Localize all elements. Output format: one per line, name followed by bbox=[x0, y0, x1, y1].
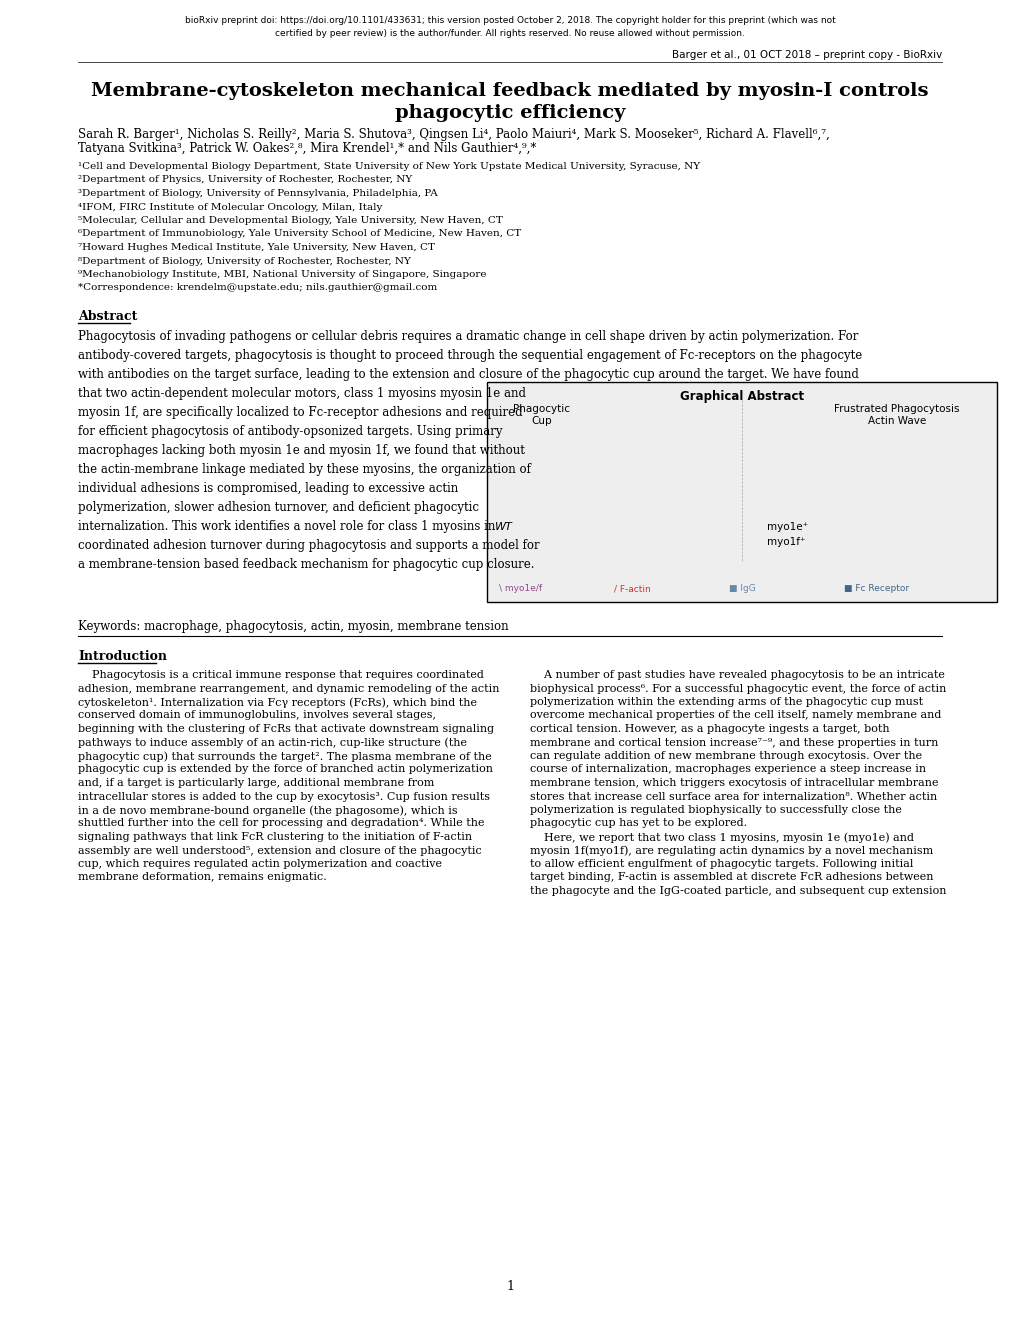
Text: internalization. This work identifies a novel role for class 1 myosins in: internalization. This work identifies a … bbox=[77, 520, 495, 533]
Text: 1: 1 bbox=[505, 1280, 514, 1294]
Text: *Correspondence: krendelm@upstate.edu; nils.gauthier@gmail.com: *Correspondence: krendelm@upstate.edu; n… bbox=[77, 284, 437, 293]
Text: cup, which requires regulated actin polymerization and coactive: cup, which requires regulated actin poly… bbox=[77, 859, 441, 869]
Text: macrophages lacking both myosin 1e and myosin 1f, we found that without: macrophages lacking both myosin 1e and m… bbox=[77, 444, 525, 457]
Text: Membrane-cytoskeleton mechanical feedback mediated by myosin-I controls: Membrane-cytoskeleton mechanical feedbac… bbox=[91, 82, 928, 100]
Text: for efficient phagocytosis of antibody-opsonized targets. Using primary: for efficient phagocytosis of antibody-o… bbox=[77, 425, 502, 438]
Text: assembly are well understood⁵, extension and closure of the phagocytic: assembly are well understood⁵, extension… bbox=[77, 846, 481, 855]
Text: Tatyana Svitkina³, Patrick W. Oakes²,⁸, Mira Krendel¹,* and Nils Gauthier⁴,⁹,*: Tatyana Svitkina³, Patrick W. Oakes²,⁸, … bbox=[77, 143, 536, 154]
Text: polymerization within the extending arms of the phagocytic cup must: polymerization within the extending arms… bbox=[530, 697, 922, 708]
Text: shuttled further into the cell for processing and degradation⁴. While the: shuttled further into the cell for proce… bbox=[77, 818, 484, 829]
Text: Phagocytosis is a critical immune response that requires coordinated: Phagocytosis is a critical immune respon… bbox=[77, 671, 483, 680]
Text: Here, we report that two class 1 myosins, myosin 1e (myo1e) and: Here, we report that two class 1 myosins… bbox=[530, 832, 913, 842]
Text: antibody-covered targets, phagocytosis is thought to proceed through the sequent: antibody-covered targets, phagocytosis i… bbox=[77, 348, 861, 362]
Text: cortical tension. However, as a phagocyte ingests a target, both: cortical tension. However, as a phagocyt… bbox=[530, 723, 889, 734]
Text: Sarah R. Barger¹, Nicholas S. Reilly², Maria S. Shutova³, Qingsen Li⁴, Paolo Mai: Sarah R. Barger¹, Nicholas S. Reilly², M… bbox=[77, 128, 828, 141]
Text: biophysical process⁶. For a successful phagocytic event, the force of actin: biophysical process⁶. For a successful p… bbox=[530, 684, 946, 693]
Text: beginning with the clustering of FcRs that activate downstream signaling: beginning with the clustering of FcRs th… bbox=[77, 723, 493, 734]
Text: Barger et al., 01 OCT 2018 – preprint copy - BioRxiv: Barger et al., 01 OCT 2018 – preprint co… bbox=[672, 50, 942, 59]
Text: the phagocyte and the IgG-coated particle, and subsequent cup extension: the phagocyte and the IgG-coated particl… bbox=[530, 886, 946, 896]
Text: ³Department of Biology, University of Pennsylvania, Philadelphia, PA: ³Department of Biology, University of Pe… bbox=[77, 189, 437, 198]
Text: membrane tension, which triggers exocytosis of intracellular membrane: membrane tension, which triggers exocyto… bbox=[530, 777, 937, 788]
Text: membrane deformation, remains enigmatic.: membrane deformation, remains enigmatic. bbox=[77, 873, 326, 883]
Text: Keywords: macrophage, phagocytosis, actin, myosin, membrane tension: Keywords: macrophage, phagocytosis, acti… bbox=[77, 620, 508, 634]
Text: myosin 1f, are specifically localized to Fc-receptor adhesions and required: myosin 1f, are specifically localized to… bbox=[77, 407, 522, 418]
Text: ■ IgG: ■ IgG bbox=[729, 583, 755, 593]
Text: ⁶Department of Immunobiology, Yale University School of Medicine, New Haven, CT: ⁶Department of Immunobiology, Yale Unive… bbox=[77, 230, 521, 239]
Text: Phagocytic
Cup: Phagocytic Cup bbox=[513, 404, 570, 426]
Text: membrane and cortical tension increase⁷⁻⁹, and these properties in turn: membrane and cortical tension increase⁷⁻… bbox=[530, 738, 937, 747]
Text: phagocytic cup is extended by the force of branched actin polymerization: phagocytic cup is extended by the force … bbox=[77, 764, 492, 775]
Text: / F-actin: / F-actin bbox=[613, 583, 650, 593]
Bar bbox=[486, 381, 996, 602]
Text: \ myo1e/f: \ myo1e/f bbox=[498, 583, 541, 593]
Text: individual adhesions is compromised, leading to excessive actin: individual adhesions is compromised, lea… bbox=[77, 482, 458, 495]
Text: phagocytic cup) that surrounds the target². The plasma membrane of the: phagocytic cup) that surrounds the targe… bbox=[77, 751, 491, 762]
Text: target binding, F-actin is assembled at discrete FcR adhesions between: target binding, F-actin is assembled at … bbox=[530, 873, 932, 883]
Text: Abstract: Abstract bbox=[77, 310, 138, 323]
Text: ■ Fc Receptor: ■ Fc Receptor bbox=[843, 583, 908, 593]
Text: that two actin-dependent molecular motors, class 1 myosins myosin 1e and: that two actin-dependent molecular motor… bbox=[77, 387, 526, 400]
Text: course of internalization, macrophages experience a steep increase in: course of internalization, macrophages e… bbox=[530, 764, 925, 775]
Text: bioRxiv preprint doi: https://doi.org/10.1101/433631; this version posted Octobe: bioRxiv preprint doi: https://doi.org/10… bbox=[184, 16, 835, 25]
Text: a membrane-tension based feedback mechanism for phagocytic cup closure.: a membrane-tension based feedback mechan… bbox=[77, 558, 534, 572]
Text: with antibodies on the target surface, leading to the extension and closure of t: with antibodies on the target surface, l… bbox=[77, 368, 858, 381]
Text: intracellular stores is added to the cup by exocytosis³. Cup fusion results: intracellular stores is added to the cup… bbox=[77, 792, 489, 801]
Text: A number of past studies have revealed phagocytosis to be an intricate: A number of past studies have revealed p… bbox=[530, 671, 944, 680]
Text: overcome mechanical properties of the cell itself, namely membrane and: overcome mechanical properties of the ce… bbox=[530, 710, 941, 721]
Text: stores that increase cell surface area for internalization⁸. Whether actin: stores that increase cell surface area f… bbox=[530, 792, 936, 801]
Text: coordinated adhesion turnover during phagocytosis and supports a model for: coordinated adhesion turnover during pha… bbox=[77, 539, 539, 552]
Text: ⁵Molecular, Cellular and Developmental Biology, Yale University, New Haven, CT: ⁵Molecular, Cellular and Developmental B… bbox=[77, 216, 502, 224]
Text: to allow efficient engulfment of phagocytic targets. Following initial: to allow efficient engulfment of phagocy… bbox=[530, 859, 912, 869]
Text: cytoskeleton¹. Internalization via Fcγ receptors (FcRs), which bind the: cytoskeleton¹. Internalization via Fcγ r… bbox=[77, 697, 477, 708]
Text: ⁴IFOM, FIRC Institute of Molecular Oncology, Milan, Italy: ⁴IFOM, FIRC Institute of Molecular Oncol… bbox=[77, 202, 382, 211]
Text: signaling pathways that link FcR clustering to the initiation of F-actin: signaling pathways that link FcR cluster… bbox=[77, 832, 472, 842]
Text: conserved domain of immunoglobulins, involves several stages,: conserved domain of immunoglobulins, inv… bbox=[77, 710, 435, 721]
Text: Frustrated Phagocytosis
Actin Wave: Frustrated Phagocytosis Actin Wave bbox=[834, 404, 959, 426]
Text: pathways to induce assembly of an actin-rich, cup-like structure (the: pathways to induce assembly of an actin-… bbox=[77, 738, 467, 748]
Text: certified by peer review) is the author/funder. All rights reserved. No reuse al: certified by peer review) is the author/… bbox=[275, 29, 744, 38]
Text: adhesion, membrane rearrangement, and dynamic remodeling of the actin: adhesion, membrane rearrangement, and dy… bbox=[77, 684, 499, 693]
Text: ⁸Department of Biology, University of Rochester, Rochester, NY: ⁸Department of Biology, University of Ro… bbox=[77, 256, 411, 265]
Text: polymerization, slower adhesion turnover, and deficient phagocytic: polymerization, slower adhesion turnover… bbox=[77, 502, 479, 513]
Text: the actin-membrane linkage mediated by these myosins, the organization of: the actin-membrane linkage mediated by t… bbox=[77, 463, 530, 477]
Text: Phagocytosis of invading pathogens or cellular debris requires a dramatic change: Phagocytosis of invading pathogens or ce… bbox=[77, 330, 858, 343]
Text: WT: WT bbox=[494, 521, 513, 532]
Text: can regulate addition of new membrane through exocytosis. Over the: can regulate addition of new membrane th… bbox=[530, 751, 921, 762]
Text: in a de novo membrane-bound organelle (the phagosome), which is: in a de novo membrane-bound organelle (t… bbox=[77, 805, 458, 816]
Text: myo1f⁺: myo1f⁺ bbox=[766, 537, 805, 546]
Text: ¹Cell and Developmental Biology Department, State University of New York Upstate: ¹Cell and Developmental Biology Departme… bbox=[77, 162, 699, 172]
Text: ⁹Mechanobiology Institute, MBI, National University of Singapore, Singapore: ⁹Mechanobiology Institute, MBI, National… bbox=[77, 271, 486, 279]
Text: ⁷Howard Hughes Medical Institute, Yale University, New Haven, CT: ⁷Howard Hughes Medical Institute, Yale U… bbox=[77, 243, 434, 252]
Text: polymerization is regulated biophysically to successfully close the: polymerization is regulated biophysicall… bbox=[530, 805, 901, 814]
Text: ²Department of Physics, University of Rochester, Rochester, NY: ²Department of Physics, University of Ro… bbox=[77, 176, 412, 185]
Text: myosin 1f(myo1f), are regulating actin dynamics by a novel mechanism: myosin 1f(myo1f), are regulating actin d… bbox=[530, 846, 932, 857]
Text: Graphical Abstract: Graphical Abstract bbox=[680, 389, 803, 403]
Text: and, if a target is particularly large, additional membrane from: and, if a target is particularly large, … bbox=[77, 777, 434, 788]
Text: Introduction: Introduction bbox=[77, 649, 167, 663]
Text: myo1e⁺: myo1e⁺ bbox=[766, 521, 808, 532]
Text: phagocytic efficiency: phagocytic efficiency bbox=[394, 104, 625, 121]
Text: phagocytic cup has yet to be explored.: phagocytic cup has yet to be explored. bbox=[530, 818, 746, 829]
